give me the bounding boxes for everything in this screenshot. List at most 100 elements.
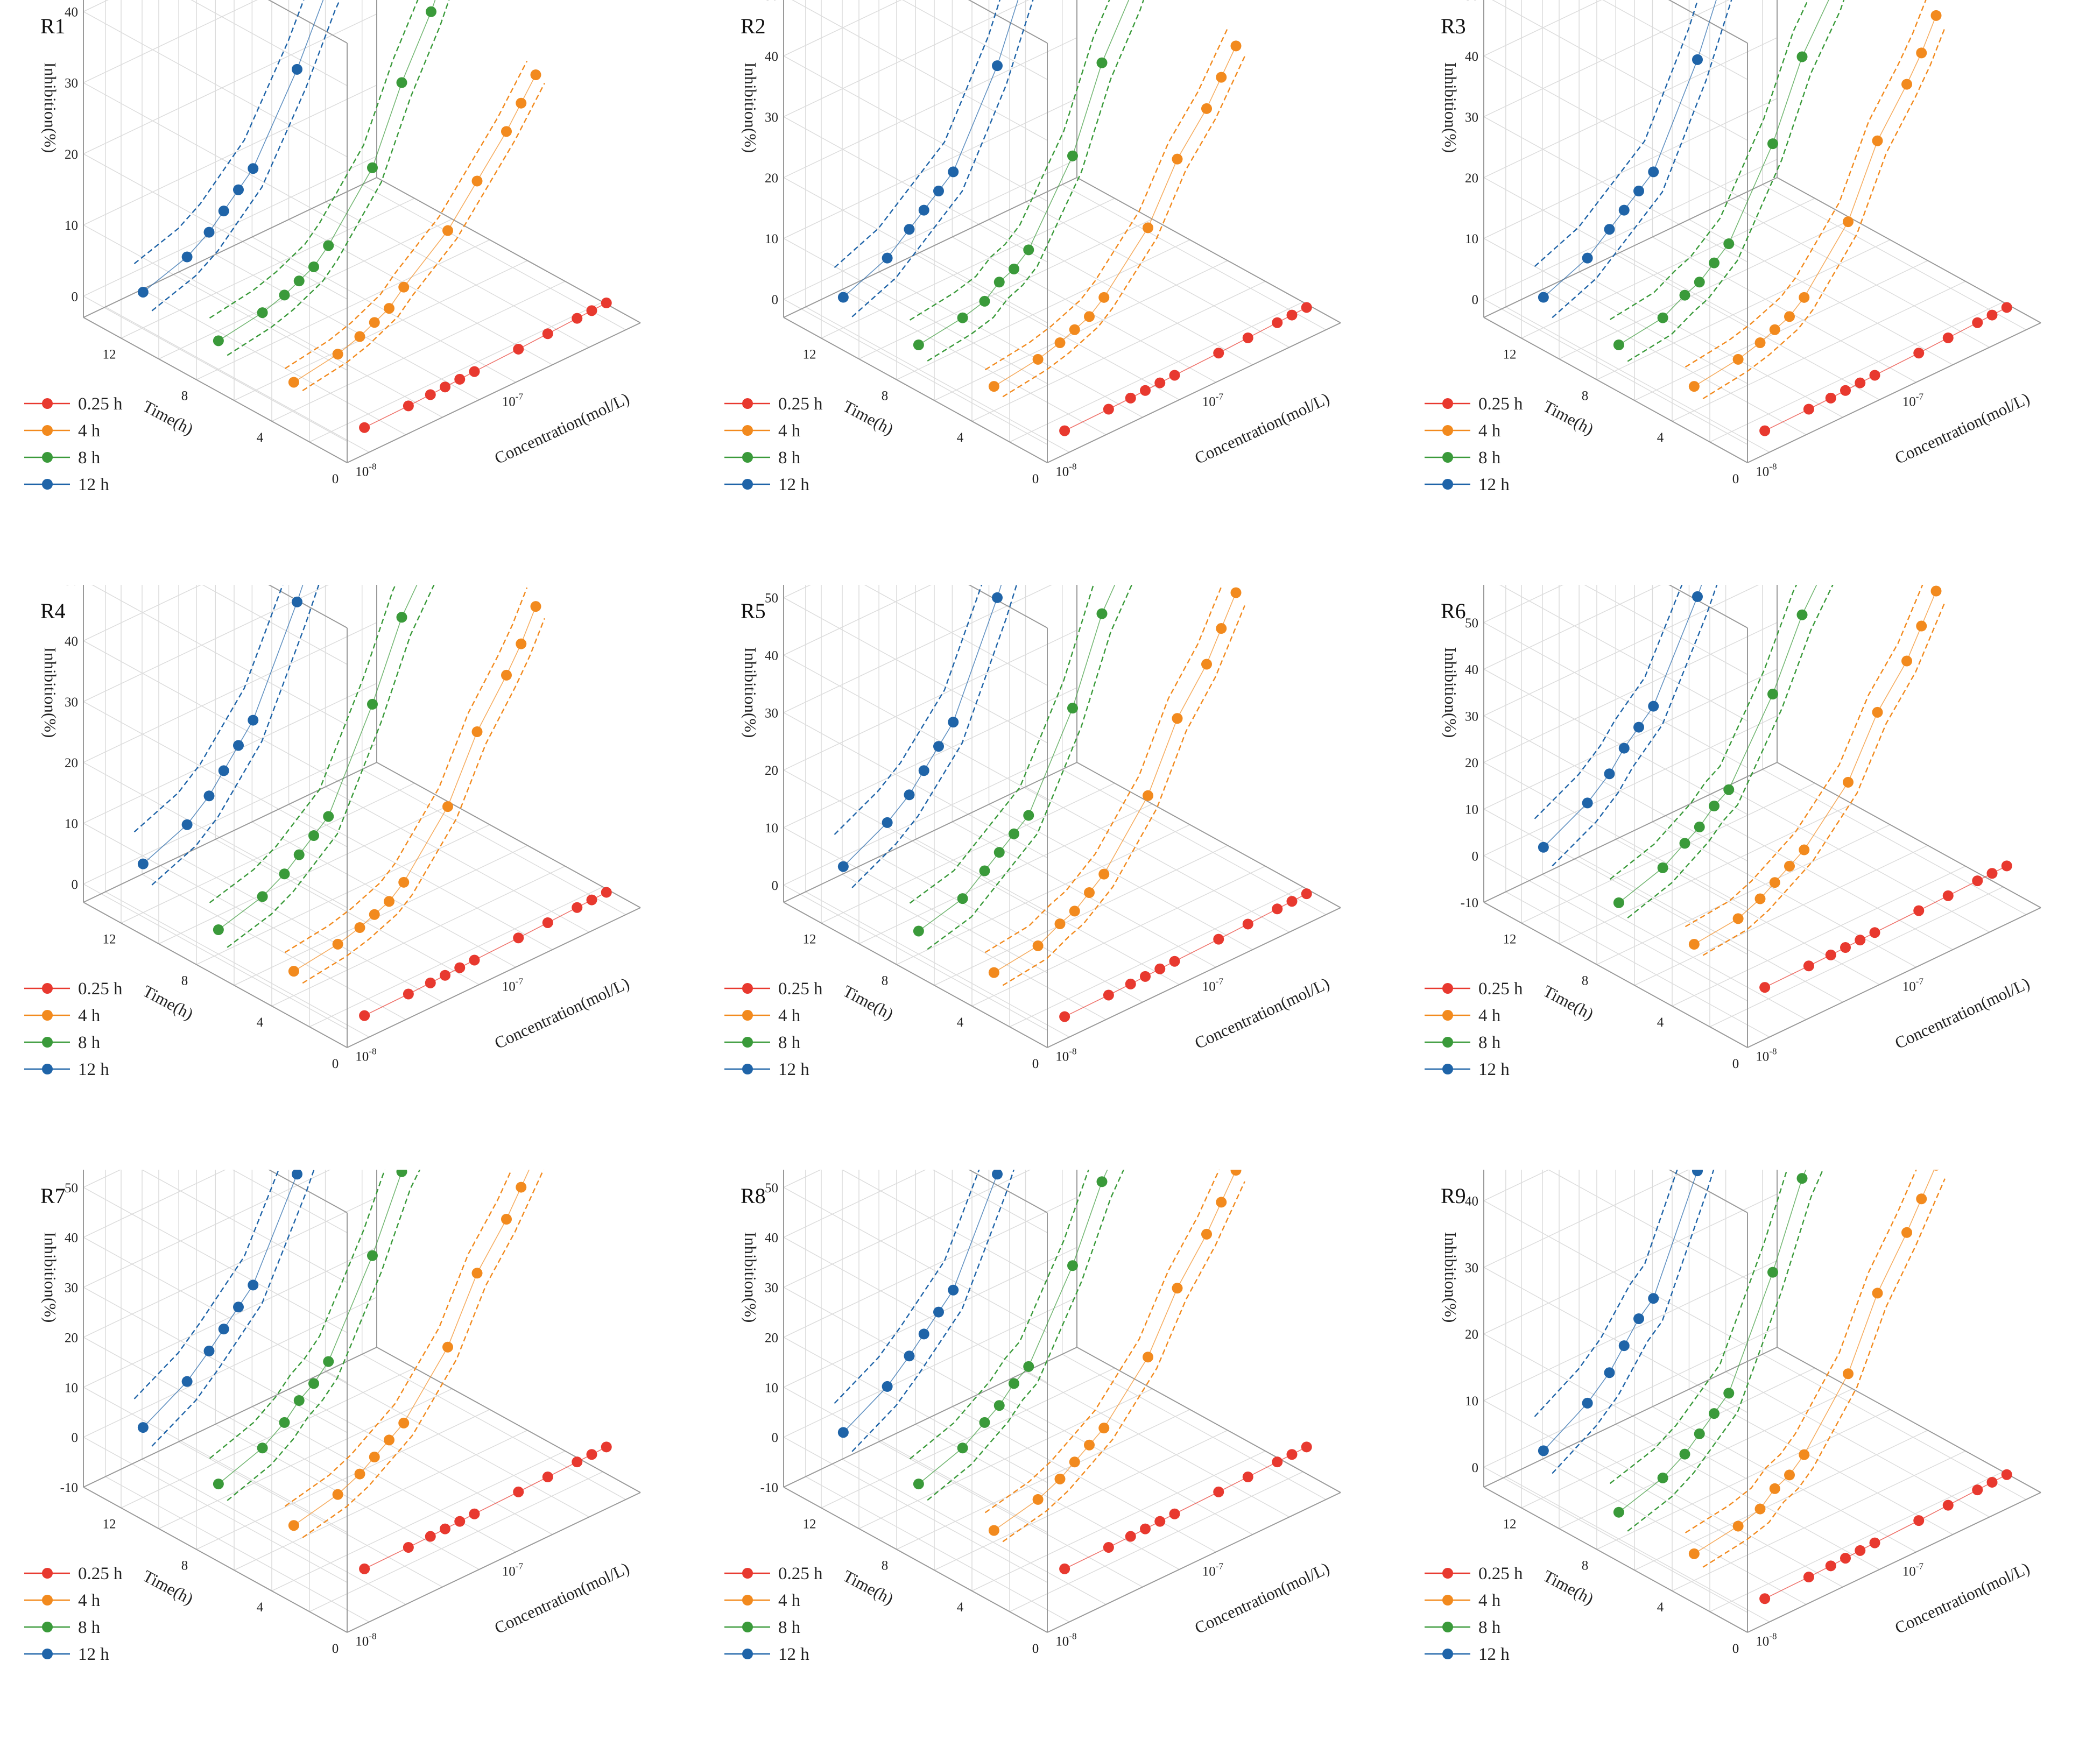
data-point	[542, 328, 553, 340]
data-point	[1767, 138, 1778, 150]
axis-frame-line	[1747, 1492, 2041, 1633]
data-point	[354, 331, 365, 342]
grid-line	[158, 218, 453, 359]
grid-line	[83, 762, 348, 908]
z-tick-label: 30	[765, 706, 778, 720]
data-point	[1084, 311, 1095, 322]
time-tick-label: 12	[103, 1517, 116, 1532]
axis-frame-line	[83, 1487, 348, 1633]
conc-tick-exponent: -7	[1916, 392, 1924, 402]
legend-label: 12 h	[778, 475, 809, 494]
axis-frame-line	[267, 1170, 348, 1213]
z-tick-label: 30	[1465, 709, 1478, 724]
fit-line	[993, 1170, 1237, 1531]
z-tick-label: 40	[1465, 49, 1478, 64]
series-025hh	[1759, 302, 2012, 436]
grid-line	[1709, 1471, 2004, 1612]
legend-marker	[742, 1064, 753, 1074]
grid-line	[896, 1409, 1190, 1550]
grid-line	[783, 1237, 1048, 1383]
series-8hh	[1609, 1170, 1824, 1532]
grid-line	[1689, 804, 1953, 950]
series-4hh	[284, 60, 545, 392]
data-point	[454, 962, 466, 973]
grid-line	[83, 1170, 122, 1188]
grid-line	[142, 874, 406, 1020]
grid-line	[1672, 866, 1966, 1007]
data-point	[279, 868, 290, 880]
data-point	[1023, 810, 1034, 821]
grid-line	[1483, 1200, 1748, 1347]
data-point	[359, 422, 370, 433]
data-point	[1872, 1288, 1883, 1299]
legend-marker	[742, 983, 753, 994]
confidence-band-lower	[151, 585, 320, 886]
legend-marker	[42, 1649, 53, 1659]
grid-line	[83, 1286, 348, 1433]
fit-line	[1543, 1170, 1699, 1451]
time-tick-label: 4	[1657, 430, 1664, 445]
data-point	[1069, 1456, 1080, 1468]
chart-panel-r2: 0102030405060Inhibition(%)04812Time(h)10…	[700, 0, 1400, 584]
z-tick-label: 10	[765, 1381, 778, 1395]
data-point	[396, 612, 407, 623]
time-tick-label: 8	[882, 1559, 889, 1573]
legend-label: 12 h	[1478, 1060, 1510, 1079]
data-point	[904, 1350, 915, 1362]
data-point	[501, 126, 512, 137]
data-point	[1803, 404, 1814, 415]
data-point	[957, 1442, 968, 1454]
grid-line	[783, 630, 1077, 770]
data-point	[979, 865, 990, 876]
data-point	[1694, 1428, 1705, 1439]
data-point	[359, 1010, 370, 1021]
conc-tick-label: 10-7	[1902, 977, 1924, 994]
data-point	[293, 1395, 305, 1406]
chart-svg: -10010203040506070Inhibition(%)04812Time…	[724, 1170, 1341, 1664]
series-4hh	[984, 585, 1245, 986]
series-8hh	[209, 585, 435, 948]
data-point	[1067, 1260, 1078, 1271]
grid-line	[842, 289, 1107, 435]
data-point	[501, 1214, 512, 1225]
legend: 0.25 h 4 h 8 h 12 h	[24, 1564, 123, 1664]
fit-line	[1064, 1446, 1307, 1569]
legend: 0.25 h 4 h 8 h 12 h	[724, 394, 823, 494]
data-point	[1754, 1503, 1766, 1515]
data-point	[993, 277, 1005, 288]
data-point	[1972, 875, 1983, 887]
legend-label: 0.25 h	[778, 979, 823, 999]
data-point	[1272, 317, 1283, 328]
data-point	[367, 1250, 378, 1261]
data-point	[1688, 1548, 1700, 1559]
grid-line	[105, 306, 370, 453]
data-point	[213, 924, 224, 935]
grid-line	[1009, 1471, 1303, 1612]
grid-line	[1499, 585, 1748, 722]
legend-label: 12 h	[778, 1645, 809, 1664]
legend-marker	[42, 1064, 53, 1074]
data-point	[1084, 1439, 1095, 1451]
data-point	[1872, 706, 1883, 718]
data-point	[1825, 1560, 1836, 1572]
grid-line	[783, 827, 1048, 973]
chart-svg: 0102030405060Inhibition(%)04812Time(h)10…	[24, 585, 641, 1079]
grid-line	[234, 260, 528, 401]
data-point	[904, 224, 915, 235]
series-8hh	[1609, 585, 1834, 919]
grid-line	[1483, 55, 1748, 202]
data-point	[1769, 324, 1780, 335]
data-point	[292, 63, 302, 75]
data-point	[181, 251, 193, 263]
grid-line	[1483, 299, 1748, 445]
grid-line	[952, 1406, 1216, 1553]
grid-line	[1483, 1193, 1778, 1334]
data-point	[1767, 689, 1778, 700]
data-point	[288, 1520, 299, 1531]
legend-marker	[1442, 983, 1453, 994]
z-tick-label: 10	[765, 821, 778, 836]
grid-line	[83, 701, 348, 847]
conc-tick-label: 10-8	[1055, 462, 1076, 479]
data-point	[1942, 1500, 1954, 1511]
grid-line	[1602, 0, 1748, 80]
